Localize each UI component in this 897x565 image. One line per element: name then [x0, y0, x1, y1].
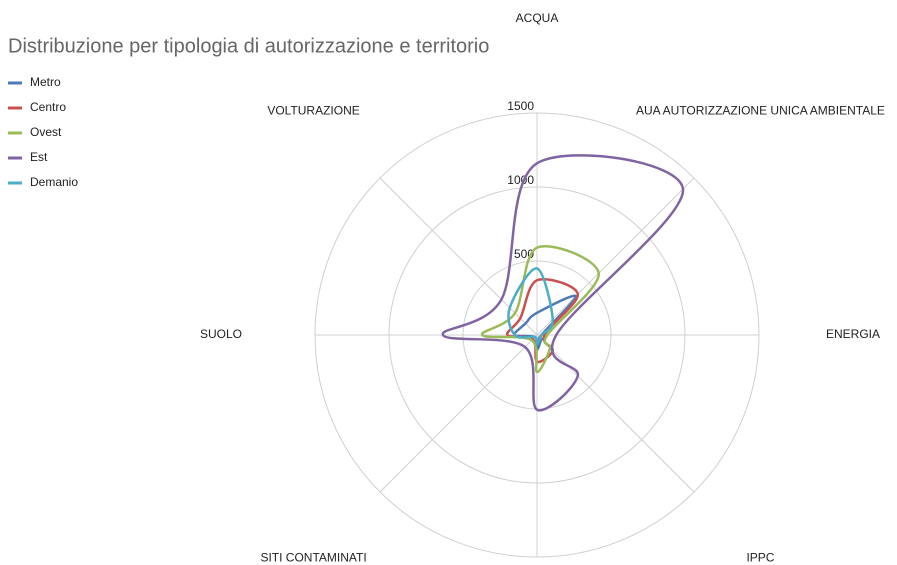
spoke: [536, 177, 695, 336]
category-label: AUA AUTORIZZAZIONE UNICA AMBIENTALE: [636, 104, 885, 118]
legend-label: Demanio: [30, 175, 78, 189]
spoke: [379, 334, 538, 493]
grid-ring: [314, 112, 760, 558]
legend-label: Centro: [30, 100, 66, 114]
category-label: ACQUA: [516, 11, 559, 25]
series-line: [480, 245, 600, 374]
legend-label: Ovest: [30, 125, 62, 139]
category-label: SUOLO: [200, 327, 242, 341]
legend-label: Est: [30, 150, 48, 164]
y-tick-label: 1000: [507, 173, 534, 187]
category-label: SITI CONTAMINATI: [260, 551, 366, 565]
legend-label: Metro: [30, 75, 61, 89]
category-label: IPPC: [746, 551, 774, 565]
y-tick-label: 1500: [507, 99, 534, 113]
spoke: [379, 177, 538, 336]
grid-ring: [388, 186, 686, 484]
series-line: [507, 267, 554, 346]
category-label: ENERGIA: [826, 327, 880, 341]
category-label: VOLTURAZIONE: [267, 104, 359, 118]
spoke: [536, 334, 695, 493]
chart-title: Distribuzione per tipologia di autorizza…: [8, 35, 489, 57]
series-line: [441, 154, 685, 412]
